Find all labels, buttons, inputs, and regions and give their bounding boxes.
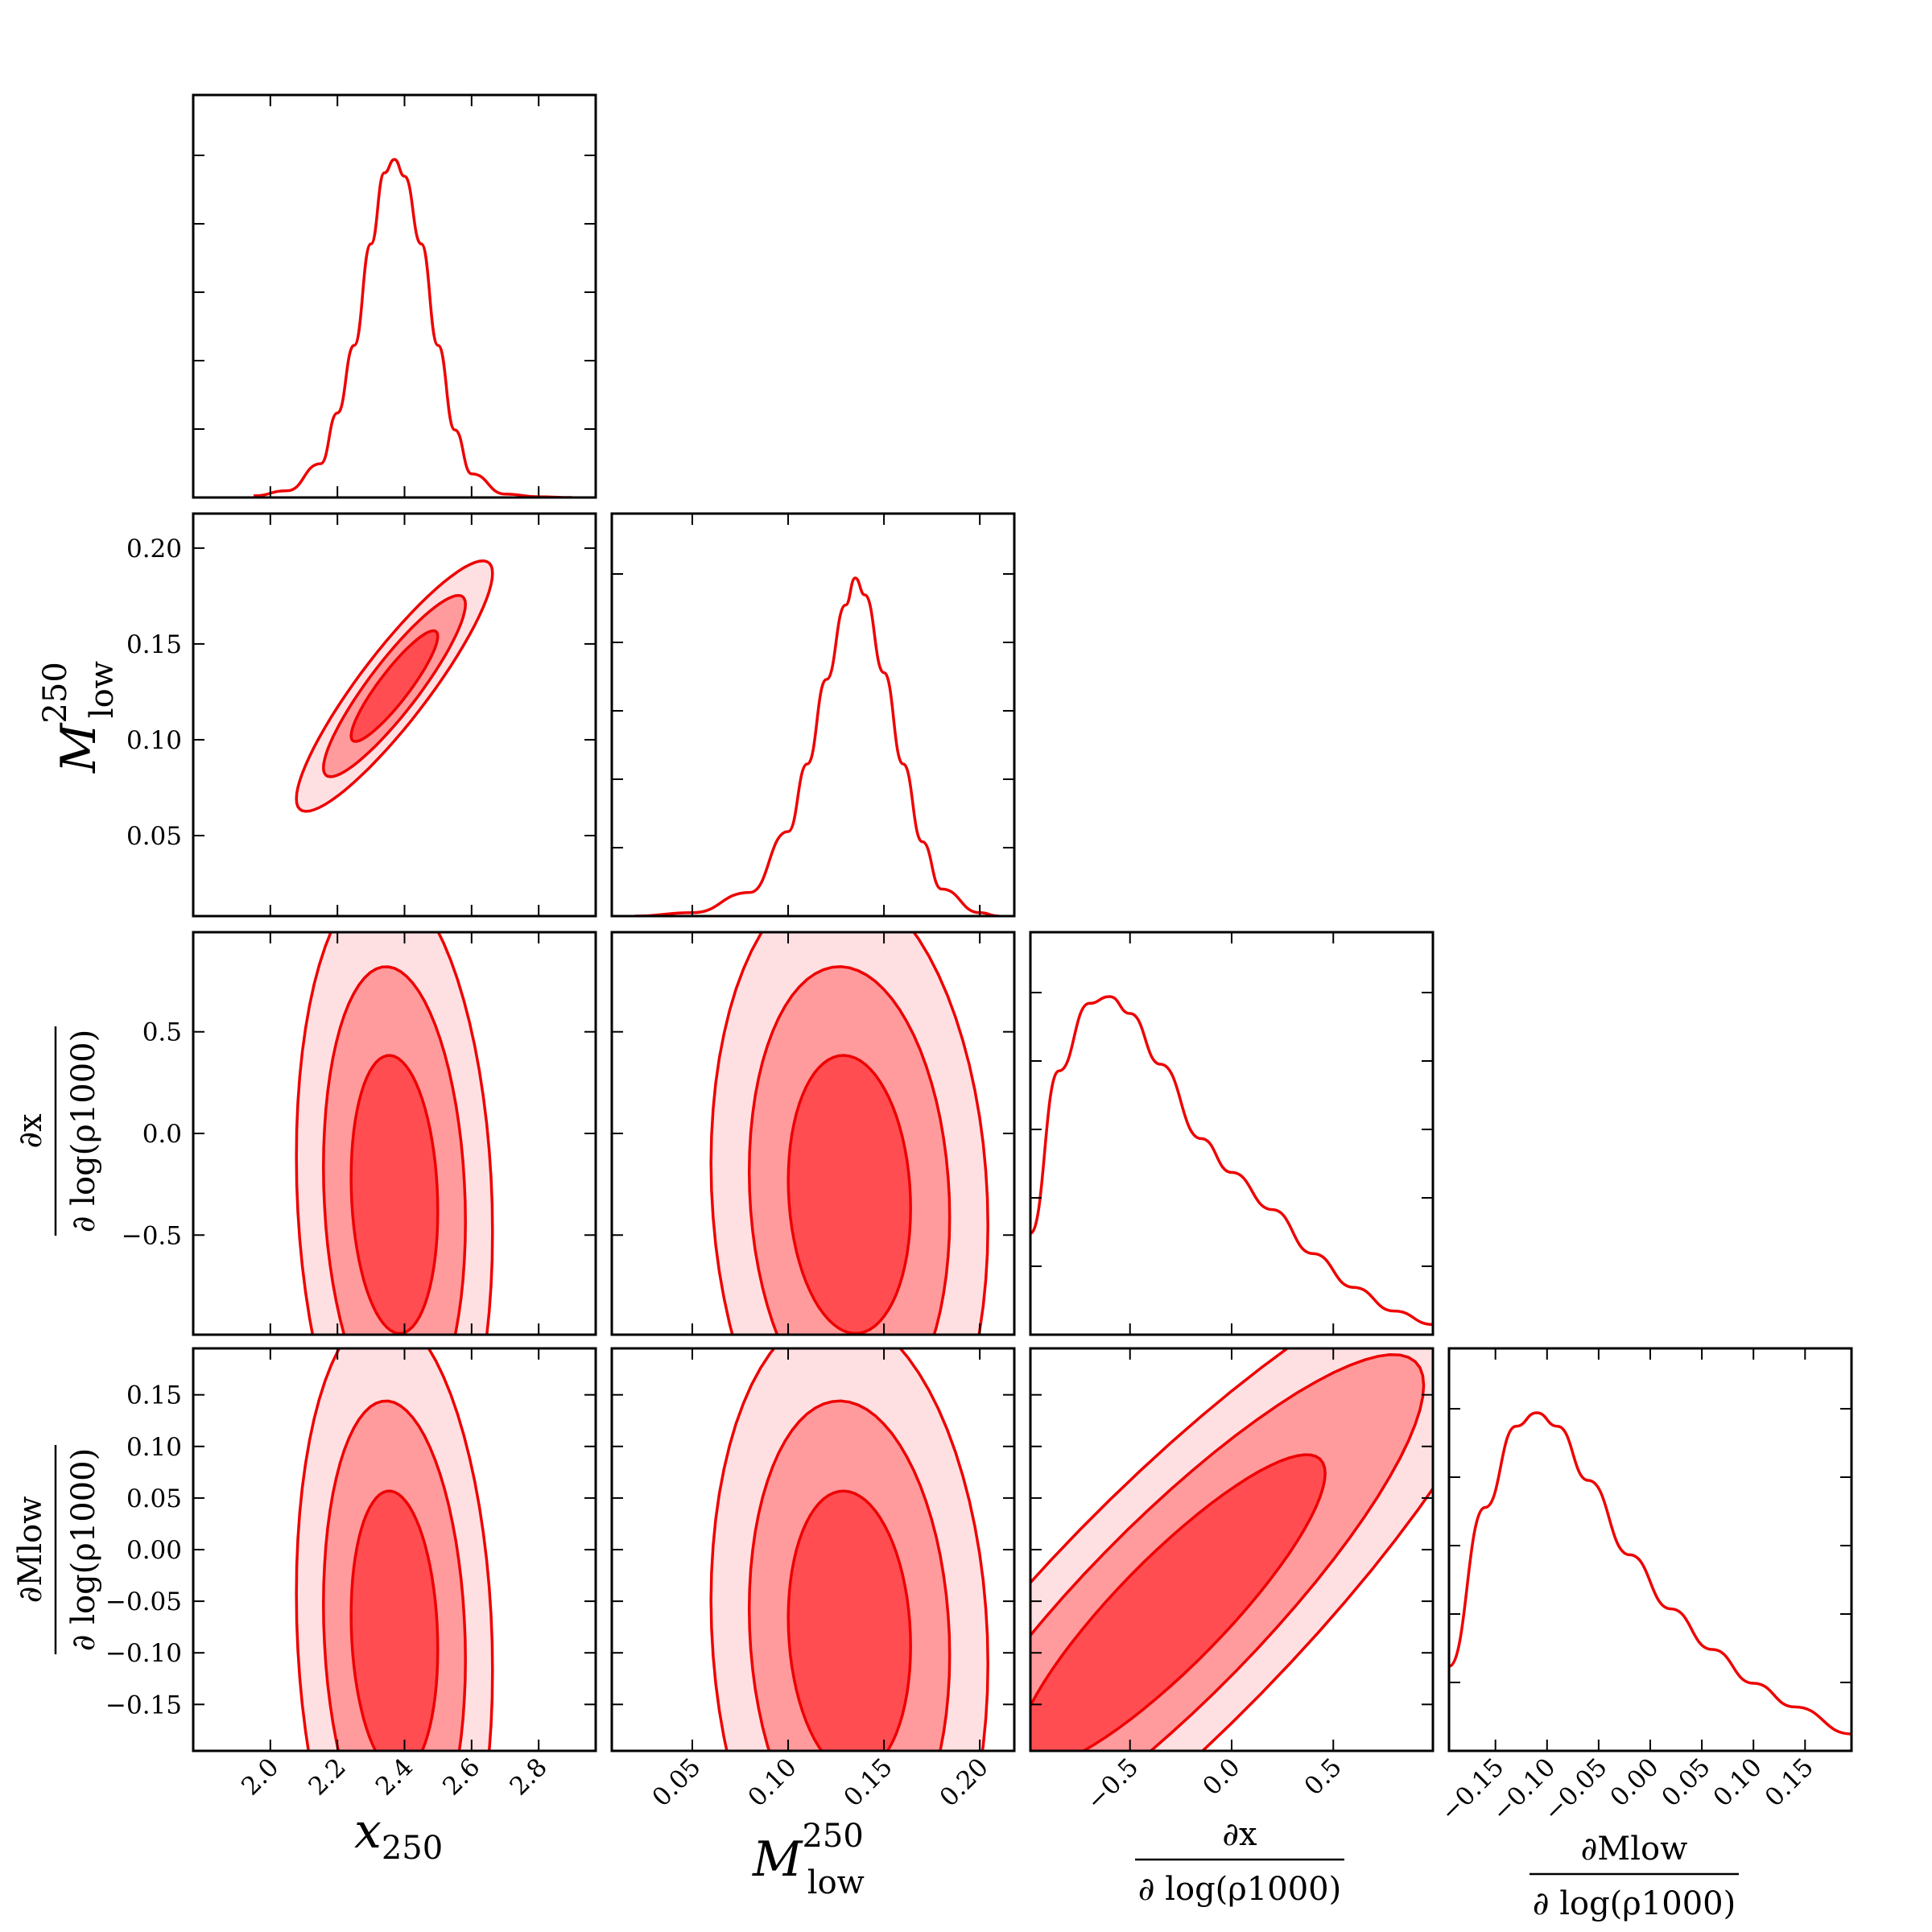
ylabel-dmlow-dlogrho: ∂Mlow ∂ log(ρ1000) xyxy=(12,1445,102,1654)
y-tick-label: 0.00 xyxy=(126,1536,182,1565)
y-tick-label: 0.05 xyxy=(126,822,182,851)
x-tick-label: 2.2 xyxy=(303,1752,351,1801)
x-tick-label: −0.5 xyxy=(1081,1752,1145,1816)
panel-marginal-dx_dlogrho xyxy=(1029,931,1435,1336)
panel-frame xyxy=(1029,1347,1435,1752)
y-tick-label: 0.15 xyxy=(126,1381,182,1410)
ylabel-dx-numerator: ∂x xyxy=(12,1113,49,1149)
x-tick-label: 0.0 xyxy=(1197,1752,1245,1801)
axis-labels-layer: x250 M250 low ∂x ∂ log(ρ1000) ∂Mlow ∂ log… xyxy=(12,661,1739,1922)
x-tick-label: 0.20 xyxy=(935,1752,994,1812)
contour-1σ xyxy=(349,629,440,743)
xlabel-x250: x250 xyxy=(354,1803,443,1867)
panel-frame xyxy=(1447,1347,1853,1752)
panel-marginal-Mlow250 xyxy=(610,512,1016,918)
panel-marginal-dMlow_dlogrho: −0.15−0.10−0.050.000.050.100.15 xyxy=(1435,1347,1853,1827)
panel-frame xyxy=(192,1347,597,1752)
y-tick-label: 0.5 xyxy=(142,1018,182,1047)
y-tick-label: −0.5 xyxy=(122,1221,182,1250)
ylabel-dx-dlogrho: ∂x ∂ log(ρ1000) xyxy=(12,1026,102,1236)
xlabel-dx-denominator: ∂ log(ρ1000) xyxy=(1138,1871,1341,1908)
x-tick-label: 2.0 xyxy=(236,1752,284,1801)
x-tick-label: 0.05 xyxy=(1656,1752,1715,1812)
panel-marginal-x250 xyxy=(192,93,597,499)
xlabel-mlow250: M250 low xyxy=(752,1818,865,1901)
panel-2d-x250-Mlow250: 0.05 0.10 0.15 0.20 xyxy=(126,512,597,918)
panel-frame xyxy=(610,512,1016,918)
ylabel-dmlow-numerator: ∂Mlow xyxy=(12,1496,49,1604)
panel-2d-x250-dx_dlogrho: −0.5 0.0 0.5 xyxy=(122,931,597,1336)
contour-1σ xyxy=(349,1489,440,1751)
panel-2d-Mlow250-dx_dlogrho xyxy=(610,931,1016,1336)
panel-2d-dx_dlogrho-dMlow_dlogrho: −0.5 0.0 0.5 xyxy=(1029,1347,1435,1816)
marginal-curve xyxy=(253,158,572,497)
y-tick-label: 0.15 xyxy=(126,630,182,659)
x-tick-label: 0.15 xyxy=(1760,1752,1819,1812)
xlabel-dx-numerator: ∂x xyxy=(1222,1816,1257,1853)
panel-2d-Mlow250-dMlow_dlogrho: 0.05 0.10 0.15 0.20 xyxy=(610,1347,1016,1812)
marginal-curve xyxy=(634,576,999,916)
y-tick-label: 0.20 xyxy=(126,535,182,564)
x-tick-label: 2.8 xyxy=(504,1752,552,1801)
x-tick-label: 0.10 xyxy=(742,1752,802,1812)
y-tick-label: −0.15 xyxy=(105,1690,182,1719)
ylabel-dx-denominator: ∂ log(ρ1000) xyxy=(65,1030,102,1232)
marginal-curve xyxy=(1030,995,1433,1327)
x-tick-label: 0.15 xyxy=(838,1752,898,1812)
panels-layer: −0.15−0.10−0.050.000.050.100.150.050.100… xyxy=(105,93,1853,1827)
panel-frame xyxy=(192,931,597,1336)
panel-frame xyxy=(192,93,597,499)
contour-1σ xyxy=(1030,1453,1327,1751)
xlabel-dx-dlogrho: ∂x ∂ log(ρ1000) xyxy=(1135,1816,1344,1908)
x-tick-label: 2.6 xyxy=(437,1752,485,1801)
y-tick-label: 0.10 xyxy=(126,1433,182,1462)
panel-frame xyxy=(610,931,1016,1336)
panel-frame xyxy=(610,1347,1016,1752)
y-tick-label: 0.10 xyxy=(126,726,182,755)
x-tick-label: 0.05 xyxy=(646,1752,706,1812)
xlabel-dmlow-denominator: ∂ log(ρ1000) xyxy=(1533,1885,1736,1922)
panel-2d-x250-dMlow_dlogrho: −0.15 −0.10 −0.05 0.00 0.05 0.10 0.15 2.0 2.2 2.4… xyxy=(105,1347,597,1802)
contour-1σ xyxy=(349,1054,440,1335)
y-tick-label: −0.10 xyxy=(105,1639,182,1668)
x-tick-label: 0.00 xyxy=(1604,1752,1664,1812)
xlabel-dmlow-dlogrho: ∂Mlow ∂ log(ρ1000) xyxy=(1530,1831,1739,1922)
contour-1σ xyxy=(786,1489,912,1751)
xlabel-dmlow-numerator: ∂Mlow xyxy=(1581,1831,1688,1868)
contour-1σ xyxy=(786,1054,912,1335)
y-tick-label: 0.0 xyxy=(142,1120,182,1149)
x-tick-label: 2.4 xyxy=(370,1752,419,1801)
x-tick-label: 0.10 xyxy=(1708,1752,1768,1812)
ylabel-mlow250: M250 low xyxy=(37,661,121,774)
marginal-curve xyxy=(1449,1411,1852,1736)
x-tick-label: 0.5 xyxy=(1299,1752,1348,1801)
y-tick-label: 0.05 xyxy=(126,1484,182,1513)
panel-frame xyxy=(192,512,597,918)
ylabel-dmlow-denominator: ∂ log(ρ1000) xyxy=(65,1448,102,1651)
y-tick-label: −0.05 xyxy=(105,1587,182,1616)
panel-frame xyxy=(1029,931,1435,1336)
